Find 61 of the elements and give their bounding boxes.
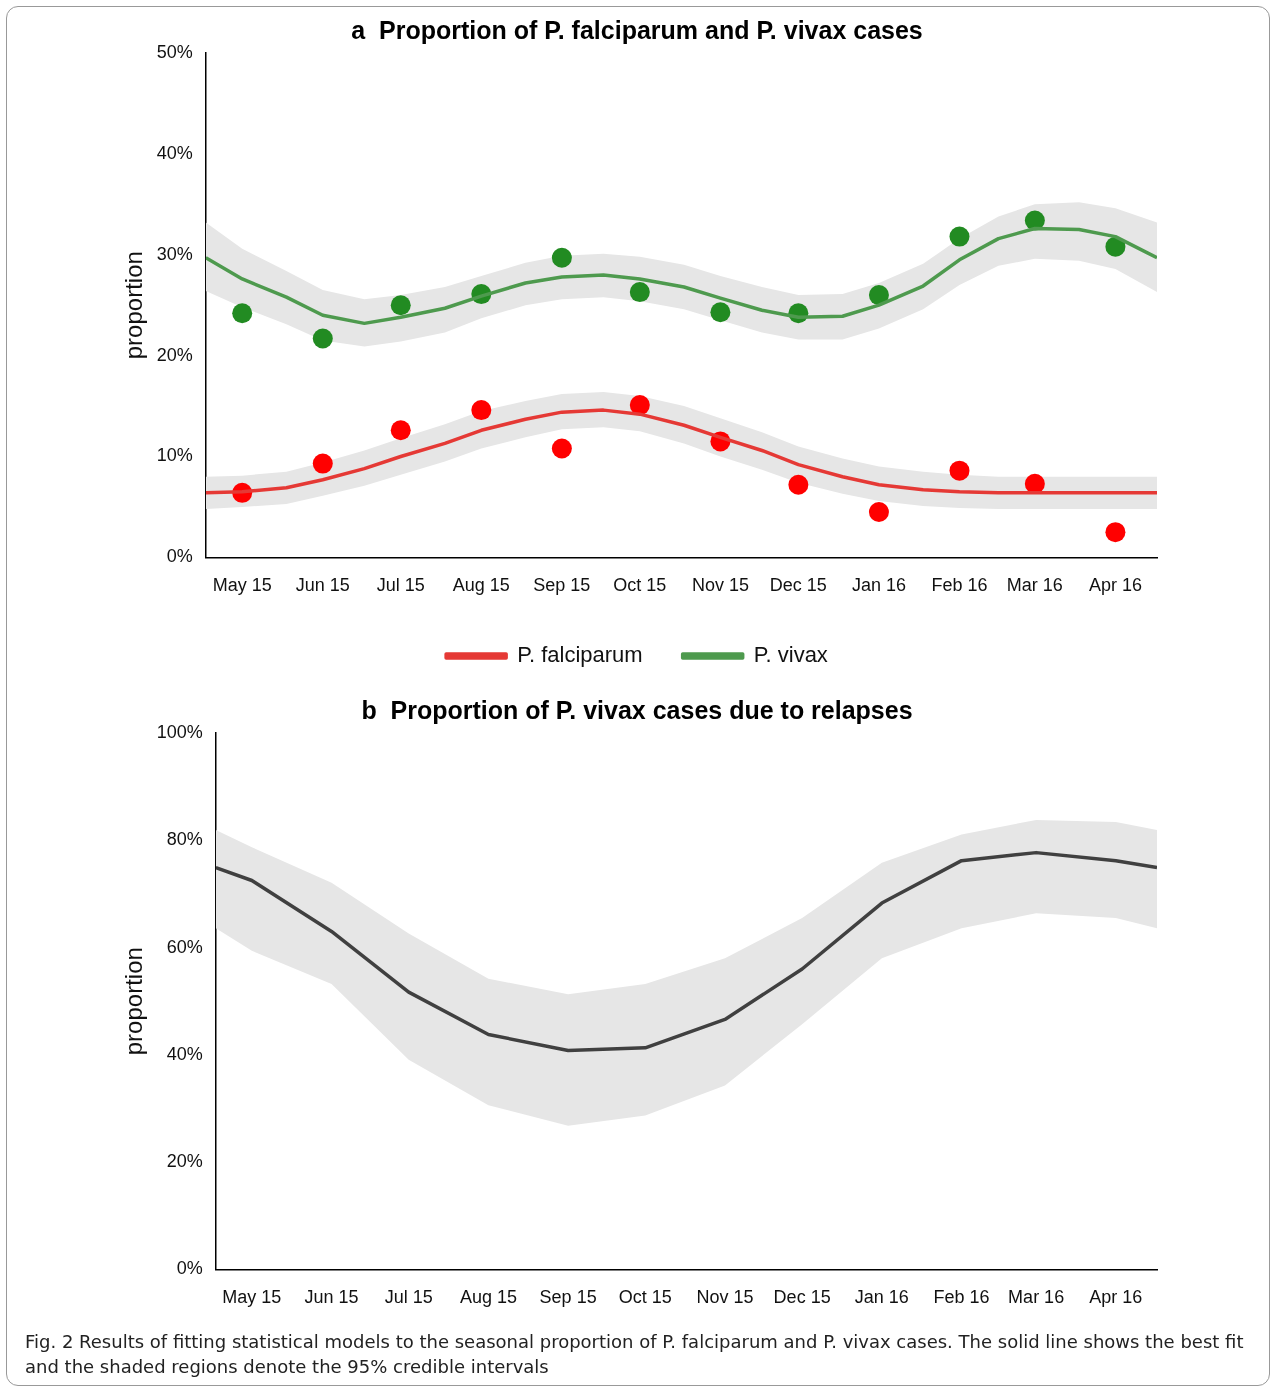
y-tick-label: 20%: [156, 344, 193, 365]
point: [949, 226, 970, 247]
point: [949, 460, 970, 481]
x-tick-label: Feb 16: [931, 575, 988, 596]
x-tick-label: Nov 15: [691, 575, 749, 596]
legend-label: P. falciparum: [517, 642, 643, 668]
y-tick-label: 60%: [166, 936, 203, 957]
y-tick-label: 20%: [166, 1151, 203, 1172]
x-tick-label: Apr 16: [1088, 575, 1142, 596]
point: [629, 282, 650, 303]
point: [710, 302, 731, 323]
point: [1024, 473, 1045, 494]
y-tick-label: 0%: [166, 546, 193, 567]
x-tick-label: Jul 15: [376, 575, 425, 596]
y-tick-label: 40%: [156, 142, 193, 163]
x-tick-label: Apr 16: [1089, 1287, 1143, 1308]
point: [312, 328, 333, 349]
point: [1105, 522, 1126, 543]
chart-title: b Proportion of P. vivax cases due to relapses: [361, 695, 913, 724]
point: [390, 420, 411, 441]
y-axis-title: proportion: [120, 251, 148, 360]
point: [629, 395, 650, 416]
point: [312, 453, 333, 474]
x-tick-label: Aug 15: [459, 1287, 517, 1308]
caption: Fig. 2 Results of fitting statistical models to the seasonal proportion of P. falciparum and P. vivax cases. The solid line shows the best fit and the shaded regions denote the 95% credible intervals: [25, 1330, 1245, 1380]
point: [551, 247, 572, 268]
x-tick-label: Oct 15: [618, 1287, 672, 1308]
point: [232, 303, 253, 324]
chart-title: a Proportion of P. falciparum and P. vivax cases: [351, 15, 923, 44]
y-axis-title: proportion: [120, 947, 148, 1056]
point: [868, 285, 889, 306]
point: [471, 400, 492, 421]
point: [551, 438, 572, 459]
x-tick-label: Jan 16: [854, 1287, 909, 1308]
x-tick-label: Sep 15: [533, 575, 591, 596]
legend-label: P. vivax: [753, 642, 828, 668]
x-tick-label: Nov 15: [696, 1287, 754, 1308]
x-tick-label: Jun 15: [304, 1287, 359, 1308]
x-tick-label: Jul 15: [384, 1287, 433, 1308]
y-tick-label: 40%: [166, 1043, 203, 1064]
y-tick-label: 100%: [156, 721, 203, 742]
x-tick-label: Dec 15: [773, 1287, 831, 1308]
x-tick-label: Mar 16: [1008, 1287, 1065, 1308]
x-tick-label: Feb 16: [933, 1287, 990, 1308]
y-tick-label: 50%: [156, 41, 193, 62]
point: [788, 474, 809, 495]
y-tick-label: 10%: [156, 445, 193, 466]
y-tick-label: 30%: [156, 243, 193, 264]
y-tick-label: 0%: [176, 1258, 203, 1279]
x-tick-label: Jun 15: [295, 575, 350, 596]
x-tick-label: Sep 15: [539, 1287, 597, 1308]
x-tick-label: Aug 15: [452, 575, 510, 596]
point: [390, 295, 411, 316]
x-tick-label: Dec 15: [769, 575, 827, 596]
x-tick-label: Oct 15: [613, 575, 667, 596]
x-tick-label: Jan 16: [851, 575, 906, 596]
x-tick-label: May 15: [212, 575, 272, 596]
x-tick-label: Mar 16: [1006, 575, 1063, 596]
x-tick-label: May 15: [222, 1287, 282, 1308]
point: [868, 502, 889, 522]
y-tick-label: 80%: [166, 829, 203, 850]
